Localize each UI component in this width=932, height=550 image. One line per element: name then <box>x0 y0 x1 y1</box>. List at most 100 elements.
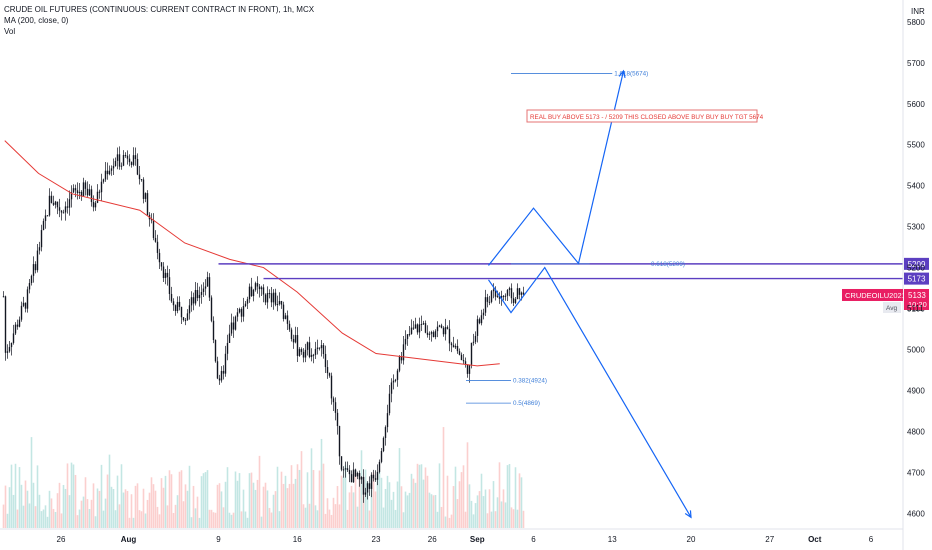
candle-body <box>428 333 431 335</box>
volume-bar <box>52 508 55 528</box>
candle-body <box>120 165 123 167</box>
time-axis[interactable]: 26 Aug 9 16 23 26 Sep 6 13 20 27 Oct 6 <box>57 535 874 544</box>
volume-bar <box>106 474 109 528</box>
volume-bar <box>462 465 465 528</box>
volume-bar <box>422 479 425 528</box>
candle-body <box>70 192 73 200</box>
candle-body <box>520 292 523 295</box>
candle-body <box>420 324 423 326</box>
volume-bar <box>342 476 345 528</box>
symbol-title[interactable]: CRUDE OIL FUTURES (CONTINUOUS: CURRENT C… <box>4 5 315 14</box>
time-tick-label: Aug <box>121 535 137 544</box>
volume-bar <box>86 499 89 528</box>
symbol-tag <box>842 288 903 301</box>
horizontal-levels[interactable]: 5209 5173 <box>218 257 930 285</box>
volume-bar <box>474 503 477 528</box>
volume-bar <box>308 503 311 528</box>
candle-body <box>104 170 107 180</box>
candle-body <box>432 332 435 338</box>
candle-body <box>466 364 469 374</box>
volume-bar <box>484 489 487 528</box>
currency-label: INR <box>911 7 925 16</box>
candle-body <box>370 474 373 489</box>
candle-body <box>332 398 335 403</box>
volume-bar <box>100 464 103 528</box>
candle-body <box>278 301 281 305</box>
volume-bar <box>366 481 369 528</box>
volume-bar <box>260 516 263 528</box>
volume-bar <box>352 492 355 528</box>
candle-body <box>14 324 17 334</box>
volume-bar <box>44 505 47 528</box>
candle-body <box>456 345 459 352</box>
time-tick-label: 9 <box>216 535 221 544</box>
volume-bar <box>18 467 21 528</box>
candle-body <box>8 347 11 352</box>
volume-bar <box>504 502 507 528</box>
candle-body <box>426 332 429 335</box>
candle-body <box>364 492 367 495</box>
candle-body <box>92 202 95 208</box>
volume-bar <box>72 464 75 528</box>
candle-body <box>424 323 427 333</box>
volume-bar <box>130 494 133 528</box>
volume-bar <box>94 516 97 528</box>
volume-bar <box>286 488 289 528</box>
candle-body <box>142 179 145 199</box>
candle-body <box>380 451 383 462</box>
candle-body <box>350 474 353 483</box>
volume-bar <box>322 463 325 528</box>
candle-body <box>272 292 275 303</box>
candle-body <box>482 312 485 316</box>
volume-bar <box>338 504 341 528</box>
candle-body <box>406 334 409 339</box>
candle-body <box>288 323 291 330</box>
volume-bar <box>412 478 415 528</box>
candle-body <box>396 370 399 380</box>
candle-body <box>16 324 19 327</box>
candle-body <box>156 241 159 253</box>
candle-body <box>284 315 287 319</box>
candle-body <box>78 191 81 194</box>
fib-levels[interactable]: 1.618(5674) 0.618(5209) 0.382(4924) 0.5(486… <box>466 70 685 407</box>
candle-body <box>200 291 203 295</box>
candle-body <box>106 170 109 175</box>
volume-bar <box>150 477 153 528</box>
volume-bar <box>120 464 123 528</box>
candle-body <box>430 332 433 334</box>
volume-bar <box>498 462 501 528</box>
ma-indicator-label[interactable]: MA (200, close, 0) <box>4 16 69 25</box>
volume-bar <box>228 512 231 528</box>
candle-body <box>36 250 39 271</box>
candle-body <box>518 288 521 295</box>
candle-body <box>158 252 161 263</box>
price-axis[interactable]: 5800570056005500540053005200510050004900… <box>907 18 925 518</box>
volume-bar <box>176 495 179 528</box>
candle-body <box>460 354 463 361</box>
volume-bar <box>492 481 495 528</box>
volume-bar <box>250 472 253 528</box>
projection-paths[interactable] <box>488 69 692 519</box>
volume-bar <box>202 473 205 528</box>
volume-bar <box>436 511 439 528</box>
volume-indicator-label[interactable]: Vol <box>4 27 16 36</box>
volume-bar <box>442 427 445 528</box>
volume-bar <box>194 508 197 528</box>
volume-bar <box>38 494 41 528</box>
candle-body <box>114 160 117 166</box>
annotation-box[interactable]: REAL BUY ABOVE 5173 - / 5209 THIS CLOSED… <box>526 109 764 123</box>
volume-bar <box>42 509 45 528</box>
volume-bar <box>400 486 403 528</box>
candle-body <box>248 286 251 300</box>
candle-body <box>296 335 299 356</box>
candle-body <box>294 335 297 343</box>
volume-bar <box>20 484 23 528</box>
candle-body <box>378 461 381 472</box>
volume-bar <box>154 490 157 528</box>
volume-bar <box>54 512 57 528</box>
price-tick-label: 5800 <box>907 18 925 27</box>
volume-bar <box>428 492 431 528</box>
volume-bar <box>254 489 257 528</box>
